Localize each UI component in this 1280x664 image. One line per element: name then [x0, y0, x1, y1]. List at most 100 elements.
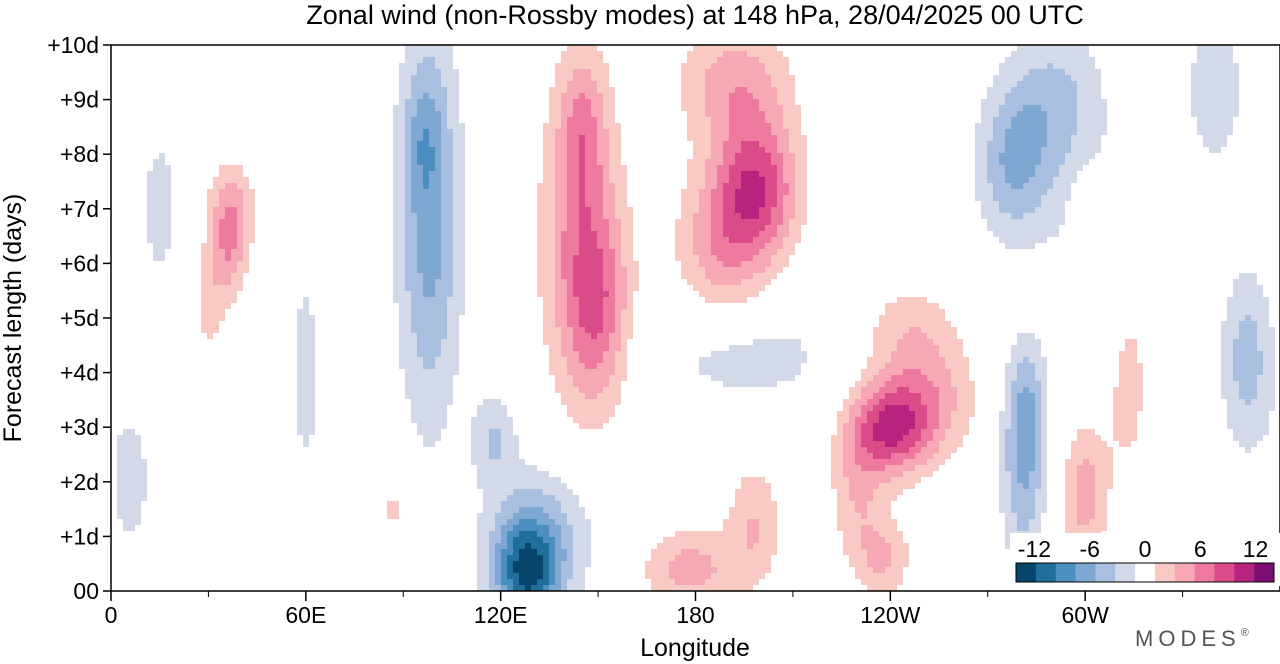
field-cell [501, 573, 507, 579]
field-cell [417, 249, 441, 255]
field-cell [561, 531, 573, 537]
field-cell [675, 249, 693, 255]
field-cell [987, 93, 1005, 99]
field-cell [573, 573, 585, 579]
field-cell [1017, 363, 1035, 369]
field-cell [771, 123, 783, 129]
field-cell [759, 57, 789, 63]
field-cell [213, 207, 225, 213]
field-cell [1029, 477, 1041, 483]
field-cell [645, 567, 669, 573]
field-cell [681, 99, 705, 105]
field-cell [543, 321, 555, 327]
field-cell [1221, 381, 1239, 387]
field-cell [879, 369, 903, 375]
field-cell [603, 285, 615, 291]
field-cell [765, 111, 783, 117]
field-cell [441, 207, 453, 213]
field-cell [1017, 399, 1035, 405]
field-cell [1005, 57, 1095, 63]
field-cell [1119, 381, 1143, 387]
field-cell [897, 387, 909, 393]
field-cell [705, 87, 735, 93]
field-cell [915, 441, 927, 447]
field-cell [399, 63, 417, 69]
field-cell [579, 321, 603, 327]
field-cell [519, 519, 537, 525]
field-cell [957, 387, 975, 393]
field-cell [585, 177, 603, 183]
field-cell [873, 345, 897, 351]
field-cell [543, 177, 555, 183]
field-cell [1113, 423, 1137, 429]
field-cell [867, 399, 879, 405]
field-cell [927, 375, 951, 381]
field-cell [999, 417, 1011, 423]
field-cell [567, 135, 579, 141]
field-cell [645, 561, 669, 567]
field-cell [879, 411, 915, 417]
field-cell [987, 159, 999, 165]
field-cell [885, 405, 909, 411]
field-cell [1113, 399, 1143, 405]
field-cell [687, 177, 705, 183]
field-cell [1083, 459, 1089, 465]
field-cell [507, 573, 519, 579]
field-cell [153, 159, 165, 165]
field-cell [471, 453, 489, 459]
field-cell [729, 105, 759, 111]
field-cell [1233, 291, 1263, 297]
field-cell [867, 507, 891, 513]
field-cell [441, 159, 453, 165]
field-cell [213, 249, 225, 255]
field-cell [1041, 447, 1047, 453]
field-cell [417, 423, 447, 429]
field-cell [1071, 453, 1113, 459]
field-cell [1029, 525, 1041, 531]
field-cell [927, 411, 939, 417]
field-cell [609, 381, 621, 387]
field-cell [939, 417, 951, 423]
field-cell [1047, 63, 1053, 69]
field-cell [561, 351, 579, 357]
field-cell [123, 525, 135, 531]
field-cell [501, 453, 519, 459]
field-cell [543, 573, 549, 579]
field-cell [489, 567, 495, 573]
field-cell [237, 243, 243, 249]
field-cell [453, 231, 465, 237]
field-cell [579, 243, 597, 249]
field-cell [879, 387, 897, 393]
field-cell [585, 159, 597, 165]
field-cell [1191, 99, 1239, 105]
field-cell [1071, 447, 1113, 453]
field-cell [843, 453, 855, 459]
field-cell [477, 537, 489, 543]
field-cell [567, 549, 573, 555]
field-cell [1113, 417, 1137, 423]
field-cell [843, 423, 855, 429]
field-cell [243, 219, 255, 225]
field-cell [723, 159, 735, 165]
field-cell [711, 123, 729, 129]
field-cell [771, 237, 783, 243]
field-cell [999, 447, 1005, 453]
field-cell [795, 201, 807, 207]
field-cell [417, 69, 441, 75]
field-cell [759, 213, 771, 219]
field-cell [603, 297, 615, 303]
field-cell [765, 189, 777, 195]
field-cell [513, 585, 525, 591]
field-cell [1071, 141, 1101, 147]
field-cell [621, 333, 633, 339]
field-cell [567, 369, 615, 375]
field-cell [561, 345, 573, 351]
field-cell [687, 51, 723, 57]
field-cell [753, 339, 801, 345]
field-cell [621, 339, 627, 345]
field-cell [1017, 513, 1035, 519]
field-cell [507, 537, 513, 543]
field-cell [123, 429, 135, 435]
field-cell [741, 261, 771, 267]
field-cell [549, 117, 561, 123]
